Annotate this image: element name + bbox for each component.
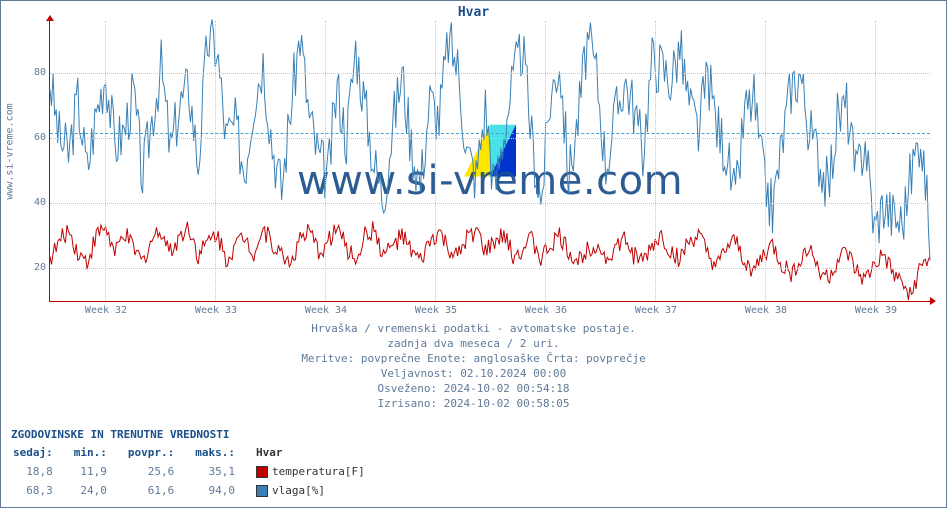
- meta-source: Hrvaška / vremenski podatki - avtomatske…: [1, 321, 946, 336]
- gridline-h: 60: [50, 138, 930, 139]
- gridline-v: Week 35: [435, 21, 436, 301]
- gridline-h: 80: [50, 73, 930, 74]
- stats-block: ZGODOVINSKE IN TRENUTNE VREDNOSTI sedaj:…: [11, 427, 385, 501]
- legend-humidity: vlaga[%]: [255, 482, 383, 499]
- stats-temp-avg: 25,6: [127, 463, 192, 480]
- stats-temp-now: 18,8: [13, 463, 71, 480]
- stats-header-now: sedaj:: [13, 444, 71, 461]
- gridline-v: Week 33: [215, 21, 216, 301]
- meta-refreshed: Osveženo: 2024-10-02 00:54:18: [1, 381, 946, 396]
- meta-drawn: Izrisano: 2024-10-02 00:58:05: [1, 396, 946, 411]
- y-axis-website-link[interactable]: www.si-vreme.com: [3, 1, 17, 301]
- meta-validity: Veljavnost: 02.10.2024 00:00: [1, 366, 946, 381]
- table-row: 68,3 24,0 61,6 94,0 vlaga[%]: [13, 482, 383, 499]
- ytick-label: 40: [26, 197, 46, 208]
- stats-header-avg: povpr.:: [127, 444, 192, 461]
- chart-title: Hvar: [1, 5, 946, 20]
- gridline-v: Week 36: [545, 21, 546, 301]
- xtick-label: Week 32: [76, 301, 136, 316]
- gridline-v: Week 32: [105, 21, 106, 301]
- stats-temp-min: 11,9: [73, 463, 125, 480]
- gridline-v: Week 38: [765, 21, 766, 301]
- series-temperatura: [50, 221, 930, 300]
- swatch-humidity-icon: [256, 485, 268, 497]
- chart-container: www.si-vreme.com Hvar www.si-vreme.com 2…: [0, 0, 947, 508]
- meta-measurement: Meritve: povprečne Enote: anglosaške Črt…: [1, 351, 946, 366]
- stats-table: sedaj: min.: povpr.: maks.: Hvar 18,8 11…: [11, 442, 385, 501]
- xtick-label: Week 37: [626, 301, 686, 316]
- stats-hum-avg: 61,6: [127, 482, 192, 499]
- stats-legend-location: Hvar: [255, 444, 383, 461]
- stats-hum-max: 94,0: [194, 482, 253, 499]
- ytick-label: 60: [26, 132, 46, 143]
- swatch-temperature-icon: [256, 466, 268, 478]
- ytick-label: 80: [26, 67, 46, 78]
- gridline-v: Week 39: [875, 21, 876, 301]
- xtick-label: Week 38: [736, 301, 796, 316]
- stats-title: ZGODOVINSKE IN TRENUTNE VREDNOSTI: [11, 427, 385, 442]
- stats-header-max: maks.:: [194, 444, 253, 461]
- average-line: [50, 133, 930, 134]
- chart-metadata: Hrvaška / vremenski podatki - avtomatske…: [1, 321, 946, 411]
- gridline-v: Week 37: [655, 21, 656, 301]
- xtick-label: Week 39: [846, 301, 906, 316]
- plot-area: www.si-vreme.com 20406080Week 32Week 33W…: [49, 21, 930, 302]
- xtick-label: Week 35: [406, 301, 466, 316]
- stats-hum-now: 68,3: [13, 482, 71, 499]
- xtick-label: Week 33: [186, 301, 246, 316]
- ytick-label: 20: [26, 262, 46, 273]
- gridline-h: 20: [50, 268, 930, 269]
- stats-temp-max: 35,1: [194, 463, 253, 480]
- table-row: 18,8 11,9 25,6 35,1 temperatura[F]: [13, 463, 383, 480]
- xtick-label: Week 34: [296, 301, 356, 316]
- meta-period: zadnja dva meseca / 2 uri.: [1, 336, 946, 351]
- stats-hum-min: 24,0: [73, 482, 125, 499]
- gridline-v: Week 34: [325, 21, 326, 301]
- stats-header-row: sedaj: min.: povpr.: maks.: Hvar: [13, 444, 383, 461]
- stats-header-min: min.:: [73, 444, 125, 461]
- chart-series: [50, 21, 930, 301]
- gridline-h: 40: [50, 203, 930, 204]
- xtick-label: Week 36: [516, 301, 576, 316]
- series-vlaga: [50, 19, 930, 260]
- legend-temperature: temperatura[F]: [255, 463, 383, 480]
